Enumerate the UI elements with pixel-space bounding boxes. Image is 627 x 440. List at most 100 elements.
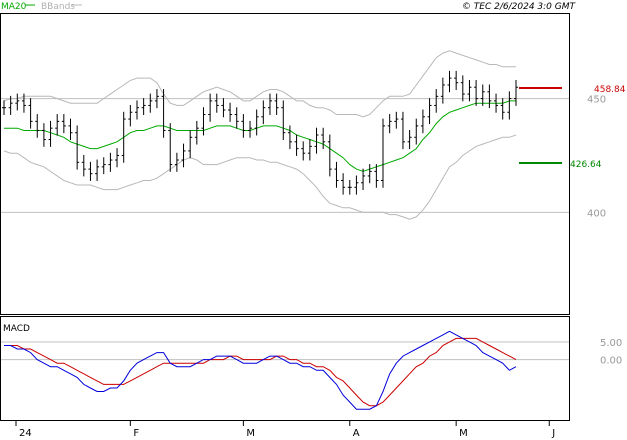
macd-tick-label: 5.00	[600, 338, 622, 349]
price-bar	[420, 109, 425, 134]
x-tick-label: A	[353, 428, 360, 439]
price-bar	[434, 89, 439, 113]
price-bar	[454, 70, 459, 90]
price-bar	[514, 79, 518, 106]
bband-upper	[3, 50, 516, 118]
price-bar	[374, 164, 379, 188]
price-bar	[248, 120, 253, 138]
macd-grid	[1, 341, 569, 361]
price-bar	[460, 75, 465, 102]
macd-tick-label: 0.00	[600, 356, 622, 367]
price-bar	[228, 102, 233, 122]
price-bar	[361, 168, 366, 191]
price-bar	[81, 155, 86, 177]
price-bar	[174, 152, 179, 172]
copyright-text: © TEC 2/6/2024 3:0 GMT	[462, 2, 577, 12]
ma20-line	[4, 100, 516, 172]
price-grid	[1, 98, 569, 213]
price-panel-frame	[0, 13, 570, 315]
x-tick-label: M	[246, 428, 255, 439]
price-bar	[115, 148, 120, 168]
x-tick-label: F	[133, 428, 139, 439]
price-bar	[281, 100, 286, 141]
price-bar	[75, 125, 80, 170]
price-bar	[148, 93, 153, 113]
resistance-label: 458.84	[594, 85, 626, 95]
price-tick-label: 400	[587, 208, 606, 219]
macd-axis-labels: 0.00 5.00	[600, 338, 622, 367]
legend-bbands: BBands	[41, 2, 75, 12]
price-bar	[507, 91, 512, 120]
price-bar	[440, 77, 445, 104]
price-bar	[161, 89, 166, 138]
price-bar	[88, 161, 93, 181]
price-bar	[314, 127, 319, 154]
price-bar	[168, 123, 173, 172]
price-bar	[241, 114, 246, 138]
price-bar	[387, 114, 392, 134]
price-bar	[400, 111, 405, 150]
ma20-path	[4, 100, 516, 172]
price-bar	[261, 100, 266, 125]
price-bar	[221, 98, 226, 118]
bollinger-bands	[3, 50, 517, 220]
macd-title: MACD	[3, 324, 30, 334]
price-bar	[334, 161, 339, 188]
macd-line	[4, 330, 517, 410]
price-bar	[128, 104, 133, 127]
x-tick-label: J	[551, 428, 555, 439]
signal-line	[4, 337, 517, 407]
price-bar	[208, 93, 213, 122]
support-label: 426.64	[570, 160, 602, 170]
price-bar	[394, 111, 399, 129]
price-bar	[447, 70, 452, 93]
price-bar	[41, 123, 46, 147]
x-tick-label: M	[459, 428, 468, 439]
x-tick-label: 24	[19, 428, 32, 439]
price-bar	[201, 107, 206, 136]
price-bar	[2, 100, 6, 115]
price-bar	[48, 120, 53, 147]
price-bar	[500, 98, 505, 120]
price-bar	[8, 95, 13, 115]
price-bar	[95, 159, 100, 181]
price-bar	[154, 89, 159, 109]
price-bar	[294, 134, 299, 156]
price-bar	[234, 107, 239, 129]
price-bar	[141, 98, 146, 115]
price-tick-label: 450	[587, 95, 606, 106]
macd-series	[4, 330, 517, 410]
price-bar	[474, 79, 479, 106]
ohlc-bars	[2, 70, 518, 195]
price-bar	[181, 143, 186, 168]
price-bar	[347, 180, 352, 195]
price-bar	[254, 109, 259, 136]
price-bar	[307, 139, 312, 161]
price-bar	[68, 118, 73, 141]
price-bar	[427, 98, 432, 125]
price-bar	[354, 175, 359, 195]
price-bar	[487, 84, 492, 109]
price-bar	[301, 141, 306, 161]
price-bar	[121, 111, 126, 163]
price-bar	[367, 164, 372, 184]
price-bar	[15, 93, 20, 111]
price-bar	[381, 118, 386, 188]
price-bar	[341, 173, 346, 195]
price-bar	[321, 127, 326, 150]
price-bar	[134, 100, 139, 120]
price-bar	[35, 114, 40, 138]
price-bar	[194, 120, 199, 145]
price-bar	[267, 93, 272, 115]
price-bar	[61, 114, 66, 134]
price-bar	[467, 79, 472, 102]
price-bar	[214, 93, 219, 113]
price-bar	[494, 93, 499, 113]
price-bar	[108, 152, 113, 172]
price-bar	[55, 114, 60, 136]
x-axis: 24 F M A M J	[15, 421, 555, 439]
price-bar	[21, 93, 26, 113]
price-axis-labels: 400 450	[587, 95, 606, 220]
price-bar	[188, 129, 193, 159]
